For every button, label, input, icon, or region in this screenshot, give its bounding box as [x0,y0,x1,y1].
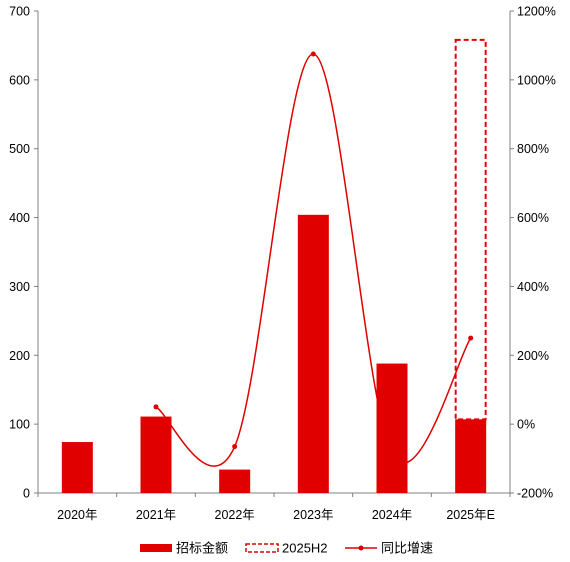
y-right-tick-label: 1000% [517,73,556,87]
x-tick-label: 2024年 [372,508,412,522]
y-left-tick-label: 300 [9,280,30,294]
growth-point [468,335,474,341]
bar-bid-amount [455,419,487,493]
legend-label-2025h2: 2025H2 [282,541,328,556]
legend-swatch-bid-amount [140,544,172,552]
y-left-tick-label: 200 [9,349,30,363]
x-tick-label: 2020年 [57,508,97,522]
bar-bid-amount [297,214,329,493]
y-right-tick-label: 400% [517,280,549,294]
x-tick-label: 2021年 [136,508,176,522]
legend-label-bid-amount: 招标金额 [176,541,228,556]
y-right-tick-label: 800% [517,142,549,156]
x-tick-label: 2022年 [215,508,255,522]
y-left-tick-label: 600 [9,73,30,87]
bar-bid-amount [376,363,408,493]
growth-point [232,444,238,450]
legend-label-growth: 同比增速 [381,541,433,556]
x-tick-label: 2023年 [293,508,333,522]
legend: 招标金额 2025H2 同比增速 [140,541,433,556]
growth-point [153,404,159,410]
bar-bid-amount [140,416,172,493]
y-left-tick-label: 100 [9,418,30,432]
axes-group: 0 100 200 300 400 500 600 700 -200% 0% 200% 400% 600… [9,5,556,523]
legend-swatch-2025h2 [245,543,279,553]
y-right-tick-label: 0% [517,418,535,432]
y-right-tick-label: 600% [517,211,549,225]
y-left-tick-label: 400 [9,211,30,225]
bars-group [61,38,487,493]
growth-point [310,51,316,57]
legend-swatch-growth-marker [358,545,364,551]
bar-2025h2 [454,38,487,421]
bar-bid-amount [219,469,251,493]
y-left-tick-label: 500 [9,142,30,156]
y-right-tick-label: -200% [517,487,553,501]
y-right-tick-label: 1200% [517,5,556,19]
y-left-tick-label: 700 [9,5,30,19]
x-tick-label: 2025年E [446,508,495,522]
y-left-tick-label: 0 [23,487,30,501]
growth-point [389,450,395,456]
growth-line-group [153,51,474,467]
y-right-tick-label: 200% [517,349,549,363]
bar-bid-amount [61,442,93,493]
